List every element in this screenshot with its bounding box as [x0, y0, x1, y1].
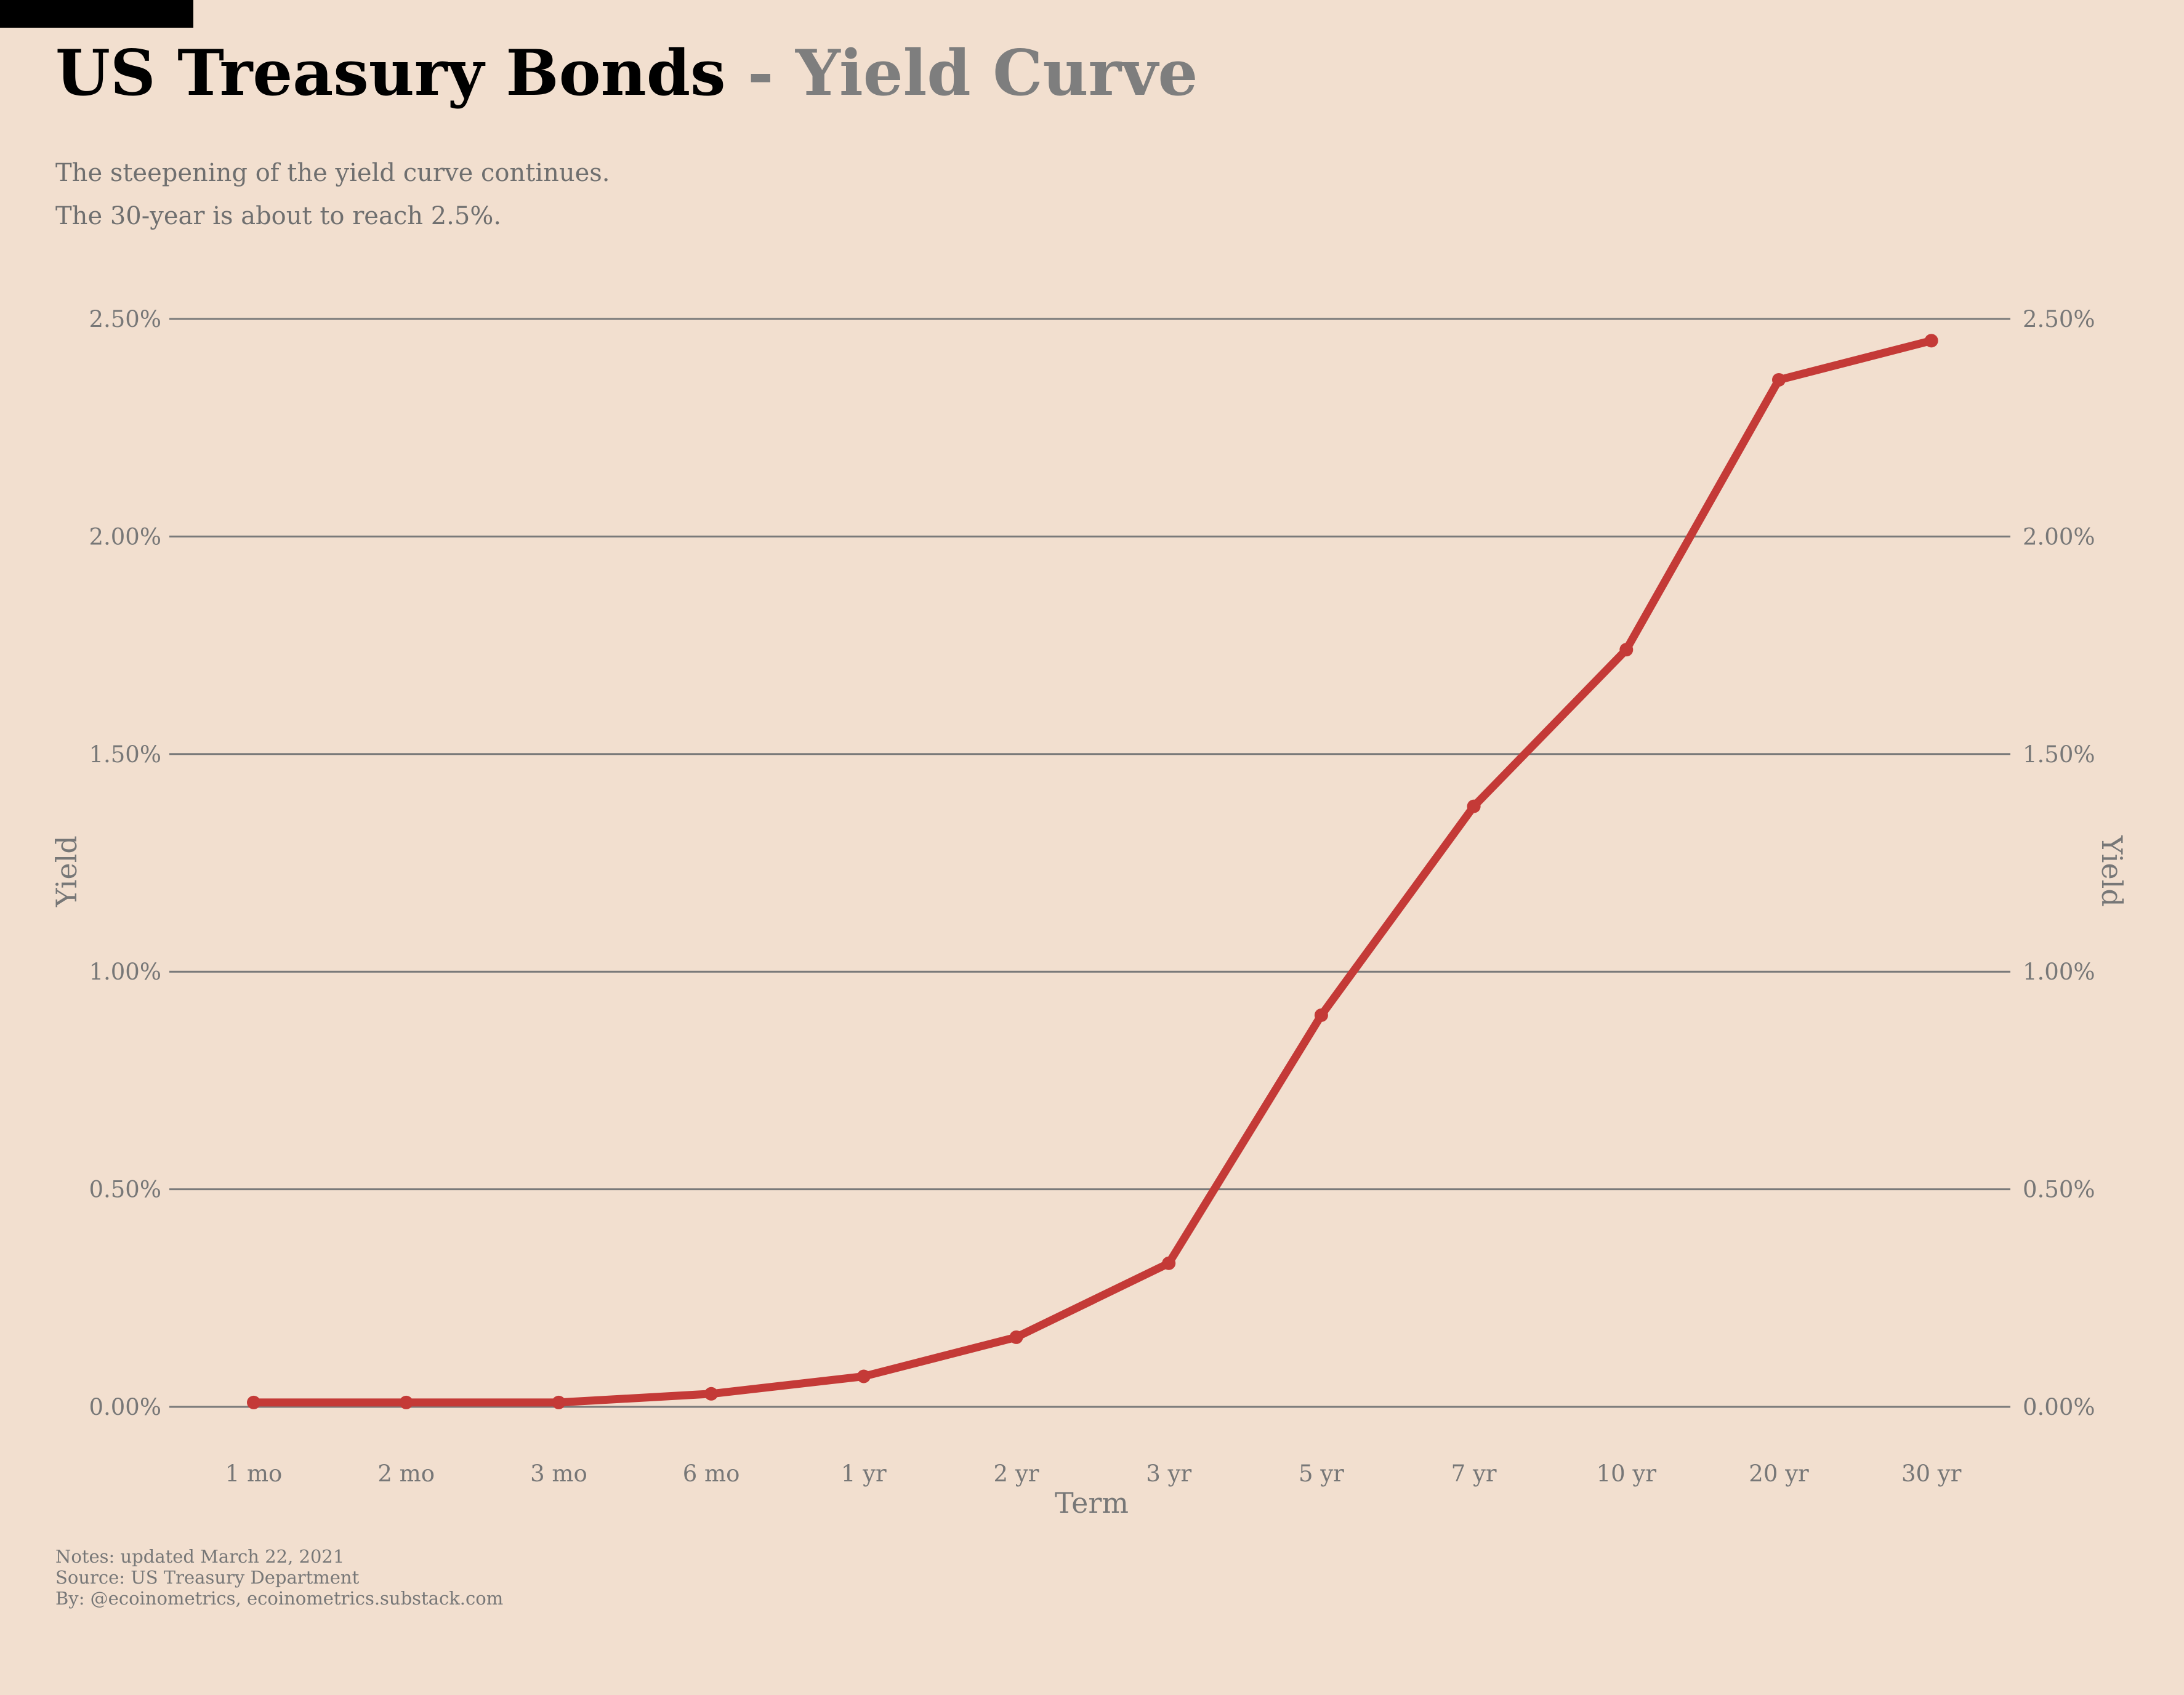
data-point	[1314, 1008, 1328, 1022]
y-tick-label-left: 0.50%	[89, 1177, 161, 1203]
y-tick-label-left: 1.00%	[89, 959, 161, 985]
x-tick-label: 2 mo	[377, 1460, 435, 1487]
subtitle-line-1: The steepening of the yield curve contin…	[55, 159, 610, 187]
x-tick-label: 2 yr	[994, 1460, 1039, 1487]
notes-line-updated: Notes: updated March 22, 2021	[55, 1546, 345, 1567]
series-points	[247, 334, 1938, 1409]
data-point	[247, 1395, 260, 1409]
title-main: US Treasury Bonds	[55, 36, 726, 110]
y-tick-label-left: 1.50%	[89, 741, 161, 768]
y-tick-label-right: 2.00%	[2023, 523, 2095, 550]
x-tick-label: 3 yr	[1146, 1460, 1191, 1487]
data-point	[856, 1369, 871, 1383]
x-tick-label: 6 mo	[683, 1460, 740, 1487]
data-point	[1619, 643, 1634, 657]
title-accent: Yield Curve	[795, 36, 1198, 110]
y-tick-label-left: 2.00%	[89, 523, 161, 550]
notes-line-byline: By: @ecoinometrics, ecoinometrics.substa…	[55, 1588, 504, 1609]
grid-lines	[169, 318, 2010, 1408]
subtitle-line-2: The 30-year is about to reach 2.5%.	[55, 202, 502, 230]
chart-notes: Notes: updated March 22, 2021 Source: US…	[55, 1546, 503, 1609]
y-tick-label-left: 2.50%	[89, 306, 161, 332]
x-tick-label: 5 yr	[1299, 1460, 1344, 1487]
data-point	[704, 1387, 719, 1401]
x-tick-label: 1 yr	[841, 1460, 887, 1487]
y-axis-title-left: Yield	[50, 835, 83, 908]
data-point	[1772, 372, 1786, 387]
x-axis: 1 mo 2 mo 3 mo 6 mo 1 yr 2 yr 3 yr 5 yr 7 yr 10 y…	[225, 1460, 1962, 1487]
x-tick-label: 20 yr	[1749, 1460, 1809, 1487]
data-point	[1162, 1256, 1176, 1270]
data-point	[1924, 334, 1938, 348]
x-axis-title: Term	[1055, 1486, 1129, 1520]
y-axis-right: 0.00% 0.50% 1.00% 1.50% 2.00% 2.50%	[2023, 306, 2095, 1420]
data-point	[1009, 1330, 1023, 1344]
notes-line-source: Source: US Treasury Department	[55, 1567, 360, 1588]
y-axis-left: 0.00% 0.50% 1.00% 1.50% 2.00% 2.50%	[89, 306, 161, 1420]
y-tick-label-right: 0.50%	[2023, 1177, 2095, 1203]
chart-title: US Treasury Bonds - Yield Curve	[55, 36, 1198, 111]
data-point	[552, 1395, 566, 1409]
x-tick-label: 7 yr	[1451, 1460, 1497, 1487]
title-separator: -	[747, 36, 774, 110]
y-tick-label-right: 1.00%	[2023, 959, 2095, 985]
x-tick-label: 30 yr	[1901, 1460, 1962, 1487]
y-tick-label-right: 2.50%	[2023, 306, 2095, 332]
x-tick-label: 10 yr	[1597, 1460, 1657, 1487]
corner-bar	[0, 0, 193, 28]
series-line	[249, 336, 1936, 1407]
y-tick-label-right: 0.00%	[2023, 1394, 2095, 1420]
y-axis-title-right: Yield	[2095, 835, 2129, 907]
x-tick-label: 3 mo	[530, 1460, 587, 1487]
data-point	[1467, 799, 1481, 813]
y-tick-label-left: 0.00%	[89, 1394, 161, 1420]
data-point	[399, 1395, 413, 1409]
y-tick-label-right: 1.50%	[2023, 741, 2095, 768]
x-tick-label: 1 mo	[225, 1460, 283, 1487]
